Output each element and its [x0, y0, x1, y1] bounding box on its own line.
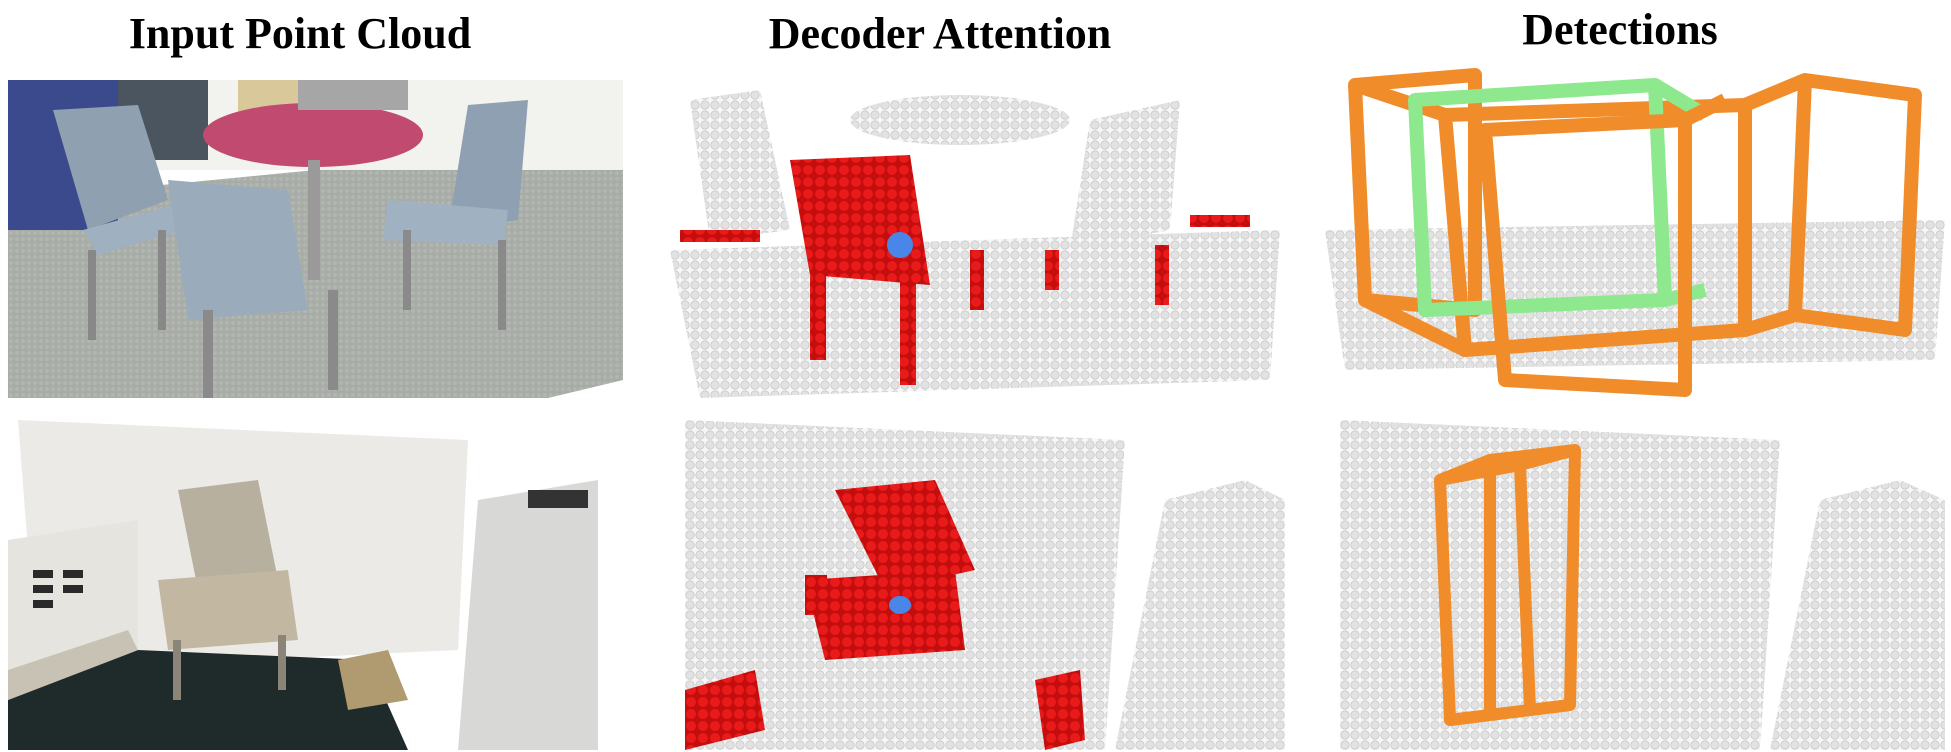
column-title-attention: Decoder Attention: [768, 9, 1112, 58]
input-point-cloud-row2: [8, 420, 598, 750]
column-title-input: Input Point Cloud: [128, 9, 472, 58]
column-title-detections: Detections: [1522, 5, 1718, 54]
decoder-attention-row2: [685, 420, 1285, 750]
input-point-cloud-row1: [8, 80, 623, 398]
detections-row1: [1325, 60, 1945, 400]
decoder-attention-row1: [670, 80, 1280, 398]
detections-row2: [1340, 420, 1945, 750]
